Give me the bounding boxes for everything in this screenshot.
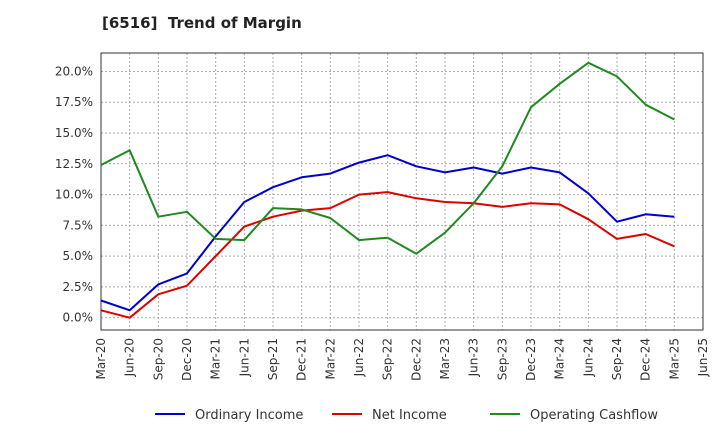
y-tick-label: 20.0%: [55, 64, 93, 78]
x-tick-label: Jun-20: [123, 338, 137, 377]
x-tick-label: Mar-22: [323, 338, 337, 379]
x-tick-label: Dec-22: [409, 338, 423, 381]
x-tick-label: Mar-23: [438, 338, 452, 379]
x-tick-label: Sep-20: [151, 338, 165, 380]
legend-label-ordinary-income: Ordinary Income: [195, 408, 303, 423]
x-tick-label: Jun-22: [352, 338, 366, 377]
legend-label-operating-cashflow: Operating Cashflow: [530, 408, 658, 423]
x-tick-label: Sep-22: [381, 338, 395, 380]
x-tick-label: Jun-25: [696, 338, 710, 377]
x-tick-label: Mar-25: [667, 338, 681, 379]
legend-label-net-income: Net Income: [372, 408, 447, 423]
x-tick-label: Mar-24: [553, 338, 567, 379]
x-tick-label: Dec-24: [639, 338, 653, 381]
x-tick-label: Jun-21: [237, 338, 251, 377]
x-tick-label: Jun-23: [467, 338, 481, 377]
y-tick-label: 0.0%: [63, 311, 94, 325]
x-tick-label: Mar-21: [209, 338, 223, 379]
series-line-operating-cashflow: [100, 61, 675, 255]
plot-area: [101, 53, 703, 330]
x-tick-label: Mar-20: [94, 338, 108, 379]
series-line-net-income: [100, 191, 675, 319]
y-tick-label: 7.5%: [63, 218, 94, 232]
x-tick-label: Dec-20: [180, 338, 194, 381]
chart-title: [6516] Trend of Margin: [102, 14, 302, 32]
x-tick-label: Dec-21: [295, 338, 309, 381]
plot-frame: [100, 52, 704, 331]
x-tick-label: Dec-23: [524, 338, 538, 381]
y-tick-label: 17.5%: [55, 95, 93, 109]
y-tick-label: 2.5%: [63, 280, 94, 294]
x-tick-label: Sep-24: [610, 338, 624, 380]
y-tick-label: 15.0%: [55, 126, 93, 140]
x-tick-label: Sep-23: [495, 338, 509, 380]
x-tick-label: Jun-24: [581, 338, 595, 377]
y-tick-label: 10.0%: [55, 188, 93, 202]
y-tick-label: 5.0%: [63, 249, 94, 263]
y-tick-label: 12.5%: [55, 157, 93, 171]
x-tick-label: Sep-21: [266, 338, 280, 380]
series-line-ordinary-income: [100, 154, 675, 312]
